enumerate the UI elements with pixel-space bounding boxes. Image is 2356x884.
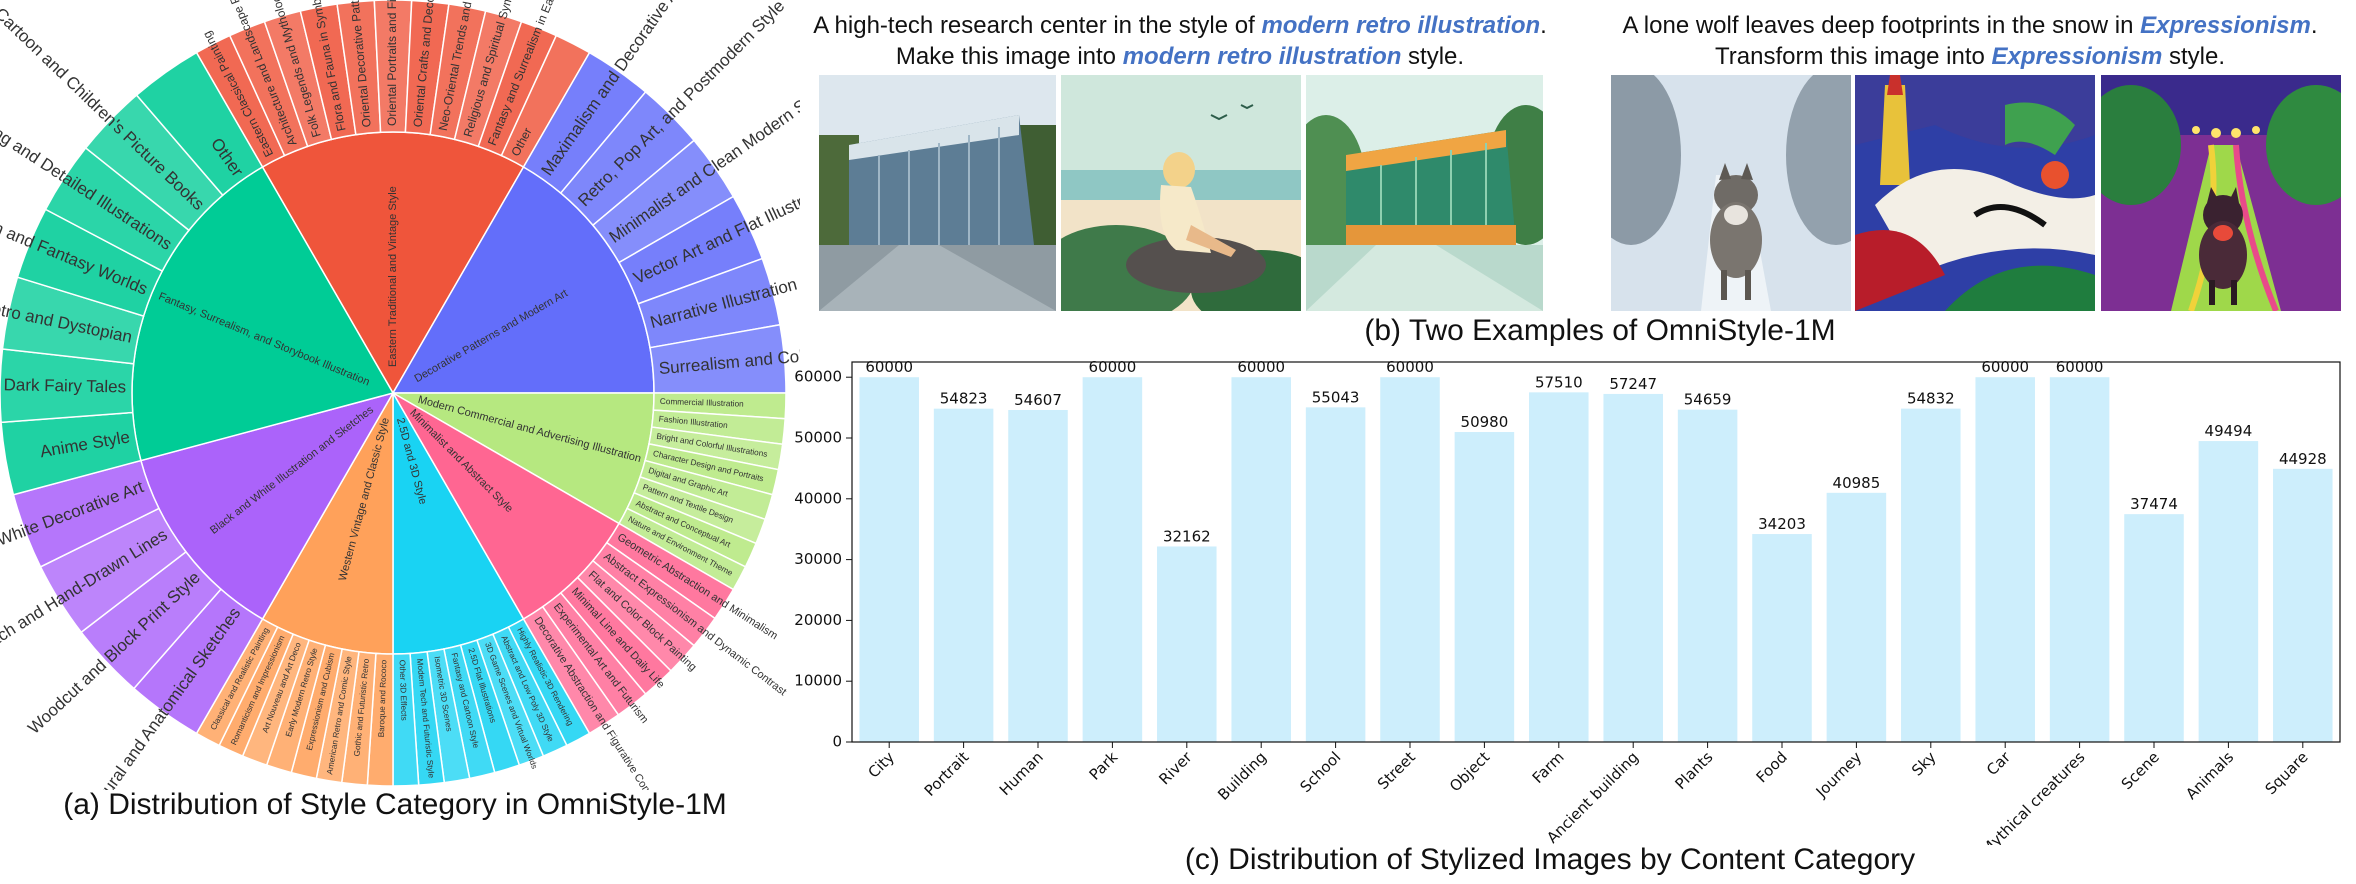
- example-1-line1-style: modern retro illustration: [1261, 12, 1541, 39]
- y-tick-label-50000: 50000: [794, 429, 842, 447]
- y-tick-label-30000: 30000: [794, 550, 842, 568]
- bar-value-label-animals: 49494: [2205, 422, 2253, 440]
- bar-value-label-river: 32162: [1163, 527, 1211, 545]
- sunburst-outer-label-baroque-and-rococo: Baroque and Rococo: [377, 659, 389, 737]
- example-1-line2-style: modern retro illustration: [1122, 43, 1402, 70]
- bar-value-label-food: 34203: [1758, 515, 1806, 533]
- caption-b: (b) Two Examples of OmniStyle-1M: [1364, 314, 1836, 347]
- example-1-prompt: A high-tech research center in the style…: [780, 10, 1580, 72]
- sunburst-inner-label-eastern-traditional-and-vintage-style: Eastern Traditional and Vintage Style: [387, 186, 399, 367]
- y-tick-label-0: 0: [832, 733, 842, 751]
- bar-value-label-human: 54607: [1014, 391, 1062, 409]
- x-tick-label-animals: Animals: [2182, 748, 2237, 803]
- sunburst-outer-label-commercial-illustration: Commercial Illustration: [660, 397, 745, 409]
- x-tick-label-river: River: [1155, 748, 1196, 789]
- bar-park: [1082, 377, 1143, 742]
- x-tick-label-street: Street: [1374, 748, 1419, 793]
- bar-portrait: [933, 408, 994, 742]
- bar-ancient-building: [1603, 393, 1663, 742]
- bar-value-label-building: 60000: [1237, 358, 1285, 376]
- bar-plants: [1677, 409, 1738, 742]
- x-tick-label-school: School: [1296, 748, 1344, 796]
- sunburst-outer-label-other-3d-effects: Other 3D Effects: [398, 660, 409, 721]
- example-2-line1-style: Expressionism: [2140, 12, 2311, 39]
- x-tick-label-portrait: Portrait: [921, 748, 973, 800]
- x-tick-label-human: Human: [996, 748, 1047, 799]
- example-2-line2-post: style.: [2162, 43, 2225, 70]
- example-1-style-image: [1061, 75, 1301, 311]
- x-tick-label-plants: Plants: [1671, 748, 1716, 793]
- bar-value-label-car: 60000: [1981, 358, 2029, 376]
- example-2-line2-pre: Transform this image into: [1715, 43, 1992, 70]
- bar-journey: [1826, 492, 1887, 742]
- bar-value-label-mythical-creatures: 60000: [2056, 358, 2104, 376]
- x-tick-label-city: City: [865, 748, 899, 782]
- caption-a: (a) Distribution of Style Category in Om…: [63, 788, 727, 821]
- bar-street: [1380, 377, 1440, 742]
- bar-value-label-street: 60000: [1386, 358, 1434, 376]
- plot-frame: [851, 361, 2341, 743]
- x-tick-label-car: Car: [1983, 748, 2015, 780]
- bar-value-label-object: 50980: [1461, 413, 1509, 431]
- example-2-style-image: [1855, 75, 2095, 311]
- style-sunburst-chart: Eastern Traditional and Vintage StyleEas…: [0, 0, 800, 790]
- bar-value-label-scene: 37474: [2130, 495, 2178, 513]
- y-tick-label-20000: 20000: [794, 611, 842, 629]
- bar-sky: [1901, 408, 1961, 742]
- bar-value-label-journey: 40985: [1833, 474, 1881, 492]
- example-1-line1-post: .: [1540, 12, 1547, 39]
- sunburst-outer-other: [135, 51, 264, 197]
- bar-object: [1454, 432, 1515, 742]
- bar-scene: [2124, 514, 2184, 742]
- y-tick-label-10000: 10000: [794, 672, 842, 690]
- bar-value-label-plants: 54659: [1684, 391, 1732, 409]
- bar-building: [1231, 377, 1291, 742]
- bar-value-label-park: 60000: [1089, 358, 1137, 376]
- bar-square: [2273, 468, 2333, 742]
- example-2-stylized-image: [2101, 75, 2341, 311]
- example-1-line2-post: style.: [1401, 43, 1465, 70]
- x-tick-label-building: Building: [1214, 748, 1270, 804]
- caption-c: (c) Distribution of Stylized Images by C…: [1184, 843, 1916, 876]
- content-category-bar-chart: 60000 City 54823 Portrait 54607 Human 60000 Par…: [794, 358, 2341, 845]
- bar-value-label-school: 55043: [1312, 388, 1360, 406]
- y-tick-label-60000: 60000: [794, 368, 842, 386]
- bar-school: [1305, 407, 1366, 742]
- bar-value-label-farm: 57510: [1535, 373, 1583, 391]
- bar-car: [1975, 377, 2035, 742]
- example-1-content-image: [819, 75, 1056, 311]
- bar-value-label-square: 44928: [2279, 450, 2327, 468]
- example-1-line2-pre: Make this image into: [895, 43, 1123, 70]
- example-2-prompt: A lone wolf leaves deep footprints in th…: [1590, 10, 2350, 72]
- bar-value-label-ancient-building: 57247: [1609, 375, 1657, 393]
- x-tick-label-square: Square: [2262, 748, 2312, 798]
- x-tick-label-sky: Sky: [1908, 748, 1940, 780]
- example-2-line2-style: Expressionism: [1991, 43, 2163, 70]
- bar-city: [859, 377, 919, 742]
- x-tick-label-scene: Scene: [2118, 748, 2163, 793]
- example-2-content-image: [1611, 75, 1851, 311]
- x-tick-label-farm: Farm: [1529, 748, 1568, 787]
- bar-human: [1008, 409, 1068, 742]
- example-2-line1-pre: A lone wolf leaves deep footprints in th…: [1622, 12, 2141, 39]
- x-tick-label-journey: Journey: [1812, 748, 1866, 802]
- x-tick-label-food: Food: [1753, 748, 1791, 786]
- bar-value-label-sky: 54832: [1907, 390, 1955, 408]
- bar-food: [1752, 534, 1812, 742]
- bar-mythical-creatures: [2049, 377, 2110, 742]
- example-1-line1-pre: A high-tech research center in the style…: [813, 12, 1262, 39]
- example-1-stylized-image: [1306, 75, 1543, 311]
- y-tick-label-40000: 40000: [794, 489, 842, 507]
- x-tick-label-object: Object: [1446, 748, 1493, 795]
- bar-value-label-city: 60000: [865, 358, 913, 376]
- sunburst-outer-label-oriental-portraits-and-figures: Oriental Portraits and Figures: [385, 0, 399, 126]
- x-tick-label-park: Park: [1086, 748, 1122, 784]
- bar-farm: [1529, 392, 1589, 742]
- example-2-line1-post: .: [2310, 12, 2318, 39]
- sunburst-outer-label-gothic-fantasy-and-dark-fairy-tales: Gothic Fantasy and Dark Fairy Tales: [0, 372, 126, 396]
- bar-animals: [2198, 441, 2259, 742]
- bar-value-label-portrait: 54823: [940, 390, 988, 408]
- bar-river: [1157, 546, 1217, 742]
